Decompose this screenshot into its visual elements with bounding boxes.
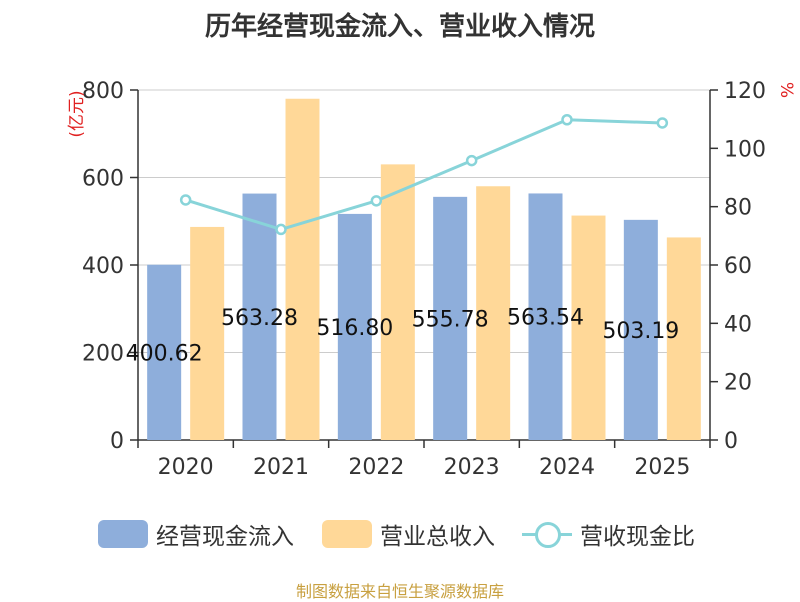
point-ratio bbox=[275, 223, 287, 236]
chart-legend: 经营现金流入 营业总收入 营收现金比 bbox=[0, 512, 800, 556]
right-axis-tick-label: 0 bbox=[724, 429, 738, 454]
bar-revenue bbox=[190, 226, 225, 440]
legend-swatch-revenue bbox=[322, 520, 372, 548]
bar-cash-inflow bbox=[623, 219, 658, 440]
right-axis-tick-label: 40 bbox=[724, 312, 752, 337]
bar-cash-inflow bbox=[433, 196, 468, 440]
left-axis-tick-label: 0 bbox=[110, 429, 124, 454]
bar-cash-inflow bbox=[147, 264, 182, 440]
data-source-note: 制图数据来自恒生聚源数据库 bbox=[295, 582, 504, 601]
x-axis-tick-label: 2020 bbox=[158, 455, 214, 480]
x-axis-tick-label: 2025 bbox=[634, 455, 690, 480]
bar-cash-inflow bbox=[337, 213, 372, 440]
bar-revenue bbox=[666, 237, 701, 440]
bar-revenue bbox=[476, 186, 511, 440]
right-axis-tick-label: 80 bbox=[724, 196, 752, 221]
data-label-cash-inflow: 503.19 bbox=[602, 319, 679, 344]
bar-revenue bbox=[285, 98, 320, 440]
legend-line-ratio bbox=[522, 520, 572, 548]
right-axis-tick-label: 60 bbox=[724, 254, 752, 279]
data-label-cash-inflow: 555.78 bbox=[412, 307, 489, 332]
point-ratio bbox=[370, 195, 383, 207]
point-ratio bbox=[179, 194, 192, 206]
data-label-cash-inflow: 400.62 bbox=[126, 341, 203, 366]
point-ratio bbox=[465, 154, 478, 167]
x-axis-tick-label: 2023 bbox=[444, 455, 500, 480]
x-axis-tick-label: 2022 bbox=[348, 455, 404, 480]
legend-label-revenue: 营业总收入 bbox=[380, 524, 495, 550]
left-axis-tick-label: 400 bbox=[82, 254, 124, 279]
right-axis-tick-label: 120 bbox=[724, 79, 766, 104]
left-axis-tick-label: 800 bbox=[82, 79, 124, 104]
bar-cash-inflow bbox=[242, 193, 277, 440]
legend-label-ratio: 营收现金比 bbox=[580, 524, 695, 550]
bar-cash-inflow bbox=[528, 193, 563, 440]
legend-item-ratio[interactable]: 营收现金比 bbox=[522, 512, 695, 556]
left-axis-unit-label: (亿元) bbox=[67, 90, 87, 137]
legend-item-cash-inflow[interactable]: 经营现金流入 bbox=[98, 512, 294, 556]
left-axis-tick-label: 200 bbox=[82, 342, 124, 367]
right-axis-tick-label: 100 bbox=[724, 137, 766, 162]
data-label-cash-inflow: 563.28 bbox=[221, 306, 298, 331]
chart-title: 历年经营现金流入、营业收入情况 bbox=[204, 12, 595, 42]
right-axis-tick-label: 20 bbox=[724, 371, 752, 396]
legend-label-cash-inflow: 经营现金流入 bbox=[156, 524, 294, 550]
data-label-cash-inflow: 563.54 bbox=[507, 306, 584, 331]
right-axis-unit-label: % bbox=[776, 82, 796, 98]
bar-revenue bbox=[571, 215, 606, 440]
legend-item-revenue[interactable]: 营业总收入 bbox=[322, 512, 495, 556]
legend-swatch-cash-inflow bbox=[98, 520, 148, 548]
x-axis-tick-label: 2021 bbox=[253, 455, 309, 480]
point-ratio bbox=[656, 117, 669, 129]
point-ratio bbox=[561, 114, 573, 126]
x-axis-tick-label: 2024 bbox=[539, 455, 595, 480]
bar-revenue bbox=[380, 164, 415, 440]
line-ratio bbox=[185, 118, 663, 231]
data-label-cash-inflow: 516.80 bbox=[316, 316, 393, 341]
left-axis-tick-label: 600 bbox=[82, 167, 124, 192]
